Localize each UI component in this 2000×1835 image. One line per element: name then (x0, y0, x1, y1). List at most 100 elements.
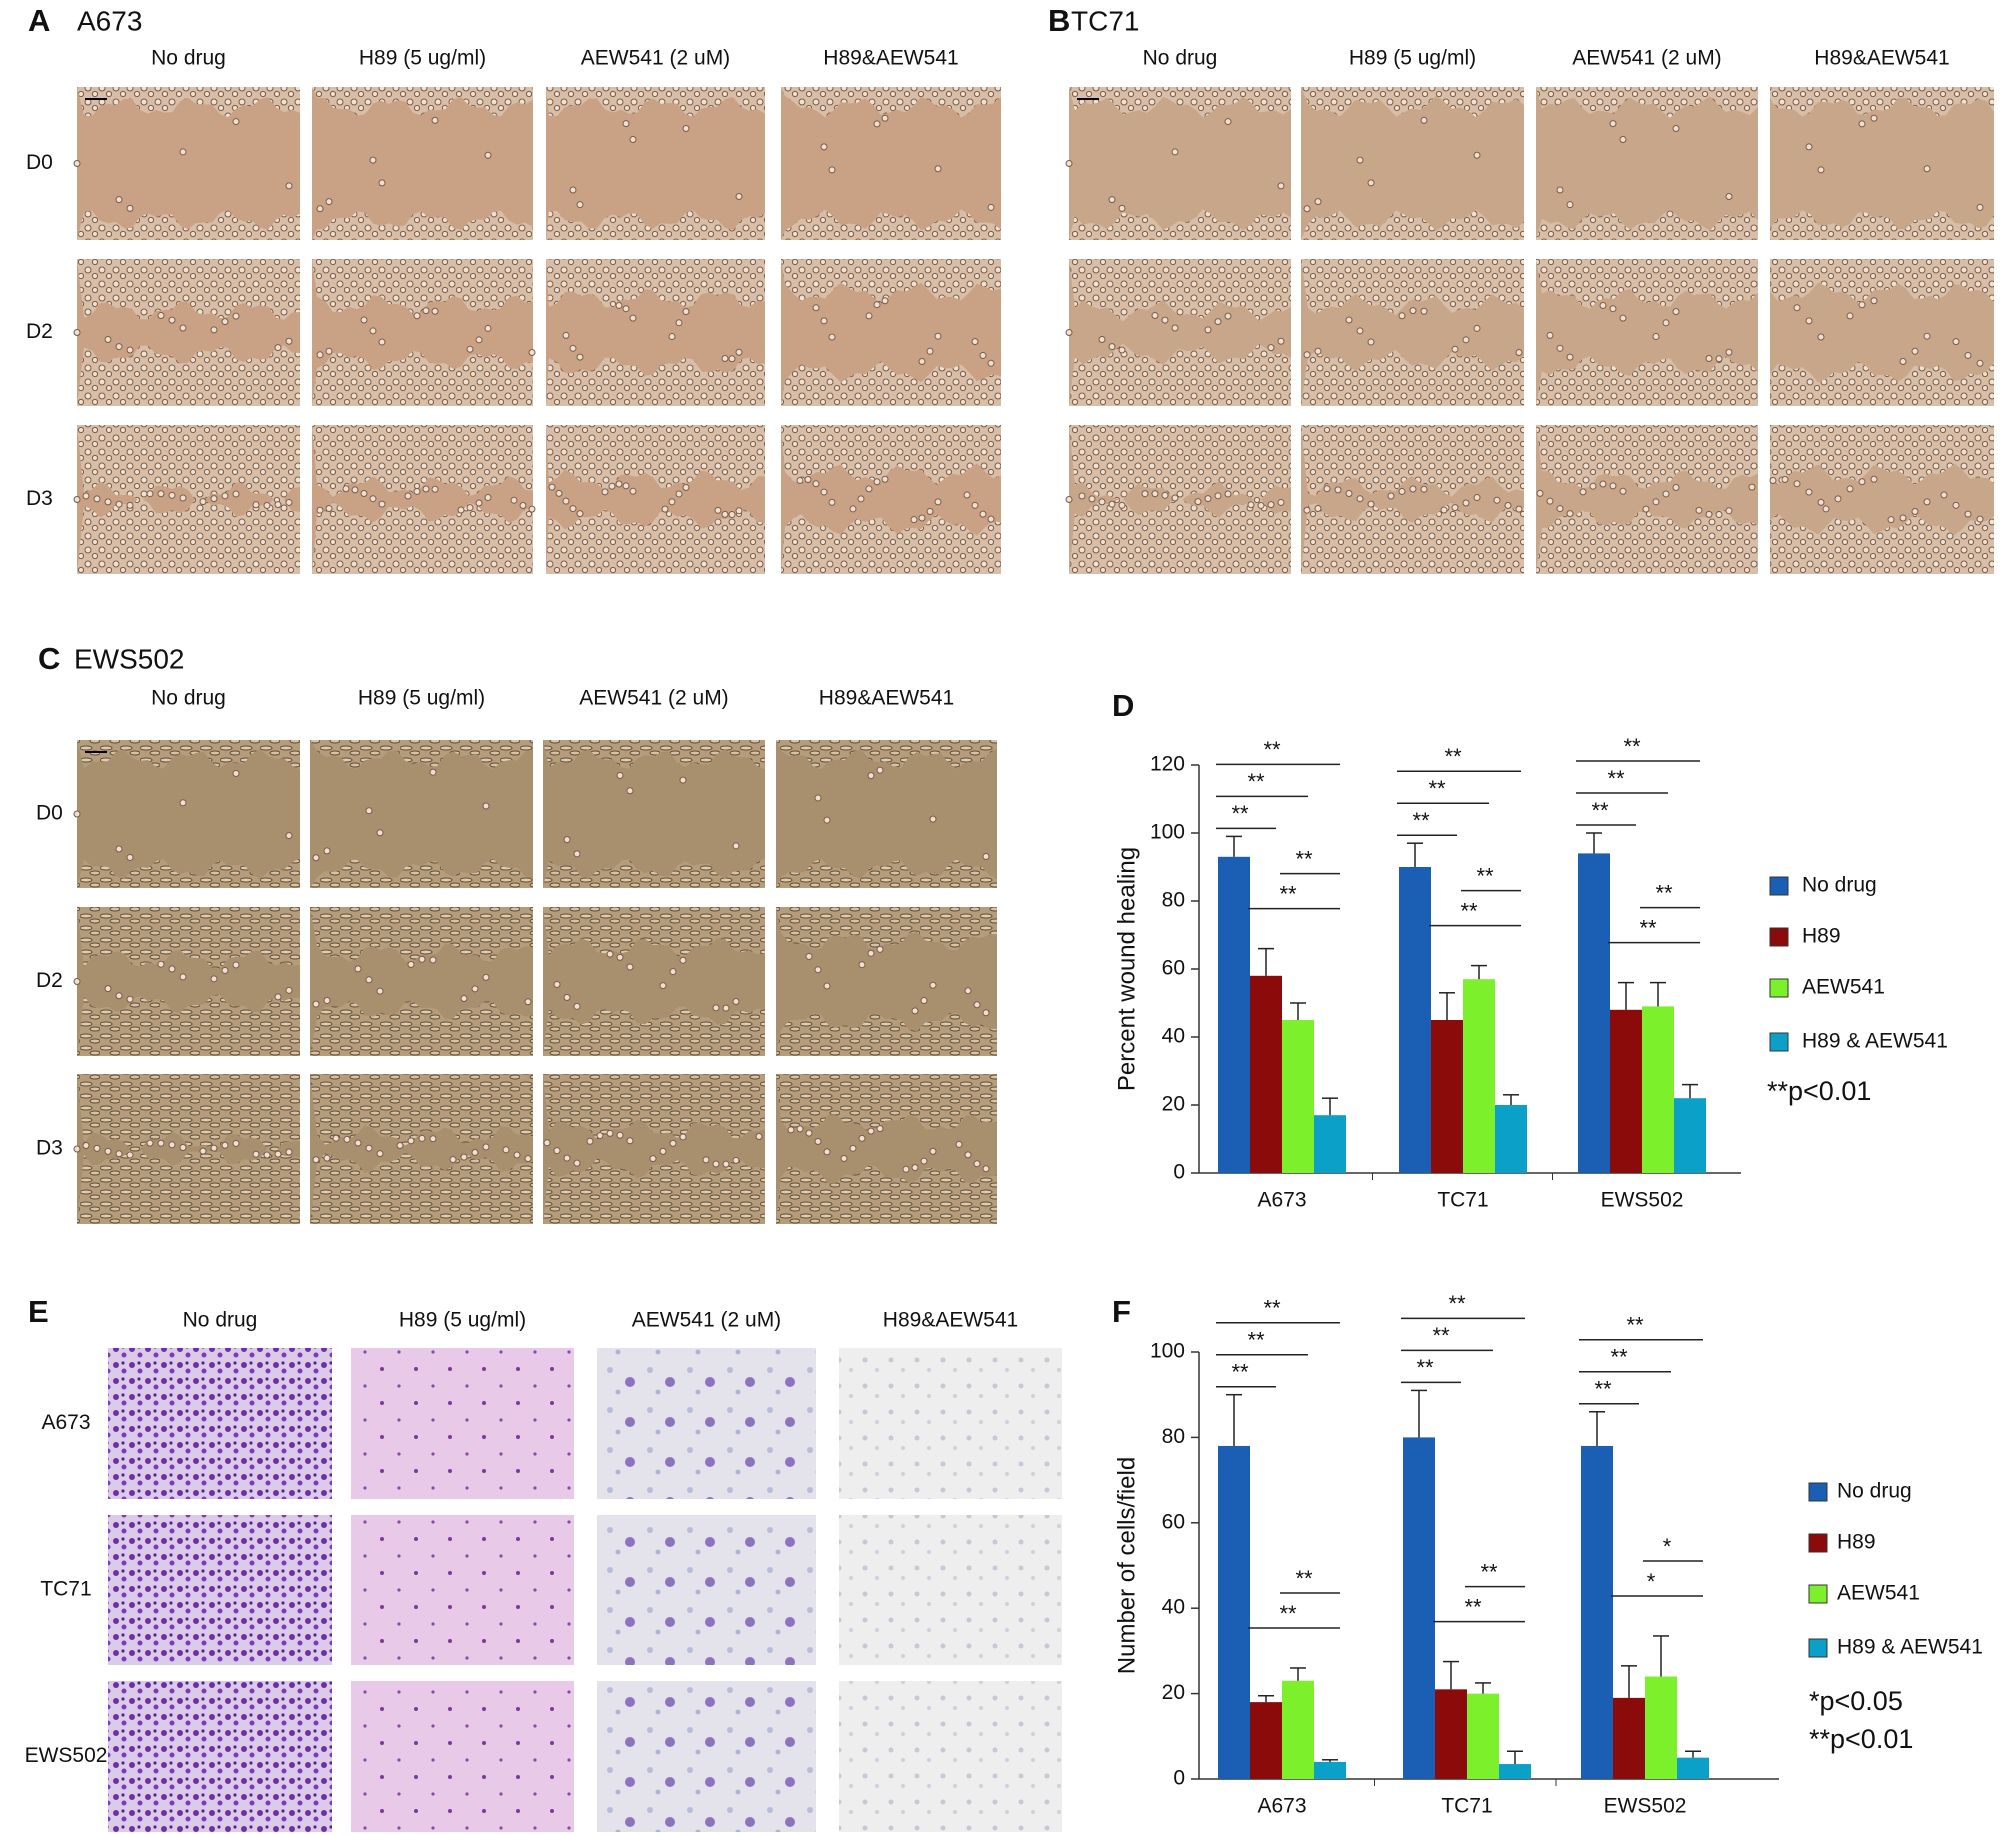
bar (1431, 1020, 1463, 1173)
cell (429, 956, 437, 964)
cell (608, 482, 616, 490)
cell (1566, 353, 1574, 361)
y-tick-label: 100 (1150, 1340, 1185, 1363)
cell (210, 975, 218, 983)
cell (1141, 490, 1149, 498)
cell-front (1301, 209, 1524, 240)
cell (971, 338, 979, 346)
cell (669, 1139, 677, 1147)
cell (484, 324, 492, 332)
panel-title: EWS502 (74, 643, 185, 674)
cell (926, 507, 934, 515)
cell (735, 348, 743, 356)
cell-front (781, 361, 1001, 406)
cell (569, 344, 577, 352)
cell (157, 960, 165, 968)
cell (418, 955, 426, 963)
significance-label: ** (1655, 880, 1673, 905)
cell (615, 301, 623, 309)
cell (659, 1147, 667, 1155)
cell-front (543, 1074, 765, 1140)
bar (1642, 1006, 1674, 1173)
cell (728, 355, 736, 363)
cell (1822, 505, 1830, 513)
y-tick-label: 20 (1162, 1681, 1185, 1704)
cell (482, 973, 490, 981)
cell (1870, 475, 1878, 483)
cell (104, 1147, 112, 1155)
cell (596, 1132, 604, 1140)
cell (325, 198, 333, 206)
cell (668, 498, 676, 506)
cell (1609, 305, 1617, 313)
cell (1214, 318, 1222, 326)
cell-front (1069, 209, 1291, 240)
cell (1940, 491, 1948, 499)
cell (675, 490, 683, 498)
cell-front (1069, 259, 1291, 322)
cell (712, 1004, 720, 1012)
cell (126, 204, 134, 212)
cell (1923, 498, 1931, 506)
y-axis-label: Percent wound healing (1113, 847, 1140, 1091)
cell-front (1069, 425, 1291, 503)
cell-front (781, 209, 1001, 240)
cell (524, 1155, 532, 1163)
cell (1151, 490, 1159, 498)
cell (934, 165, 942, 173)
cell (563, 1154, 571, 1162)
cell (668, 333, 676, 341)
cell (911, 1164, 919, 1172)
cell (553, 1147, 561, 1155)
micrograph (1536, 87, 1758, 240)
cell (828, 498, 836, 506)
column-header: No drug (1143, 47, 1218, 70)
cell (179, 799, 187, 807)
cell (1314, 505, 1322, 513)
cell (1858, 301, 1866, 309)
cell (1118, 204, 1126, 212)
cell (274, 344, 282, 352)
cell (528, 505, 536, 513)
micrograph (546, 87, 765, 240)
cell-front (1770, 259, 1994, 304)
bar (1435, 1689, 1467, 1779)
cell (210, 326, 218, 334)
cell (285, 1148, 293, 1156)
cell (1356, 495, 1364, 503)
cell (1846, 485, 1854, 493)
cell (622, 482, 630, 490)
cell (987, 203, 995, 211)
cell (1556, 505, 1564, 513)
cell (157, 490, 165, 498)
bar (1250, 1702, 1282, 1779)
cell (881, 297, 889, 305)
significance-label: ** (1607, 766, 1625, 791)
cell (964, 987, 972, 995)
column-header: H89 (5 ug/ml) (1349, 47, 1476, 70)
bar (1578, 853, 1610, 1173)
cell (1705, 510, 1713, 518)
cell (622, 120, 630, 128)
cell (1805, 488, 1813, 496)
cell (332, 1134, 340, 1142)
column-header: No drug (151, 687, 226, 710)
significance-label: ** (1247, 1328, 1265, 1353)
micrograph (597, 1681, 816, 1832)
cell (1619, 487, 1627, 495)
cell (263, 1151, 271, 1159)
cell (484, 151, 492, 159)
significance-label: ** (1464, 1594, 1482, 1619)
panel-title: A673 (77, 5, 142, 36)
cell (1725, 193, 1733, 201)
micrograph (108, 1515, 332, 1665)
cell (812, 480, 820, 488)
cell-front (1069, 496, 1291, 574)
cell (449, 1156, 457, 1164)
panel-title: TC71 (1071, 5, 1139, 36)
cell (316, 506, 324, 514)
cell (563, 836, 571, 844)
column-header: AEW541 (2 uM) (1572, 47, 1721, 70)
panel-letter: E (28, 1294, 49, 1329)
cell (429, 1135, 437, 1143)
